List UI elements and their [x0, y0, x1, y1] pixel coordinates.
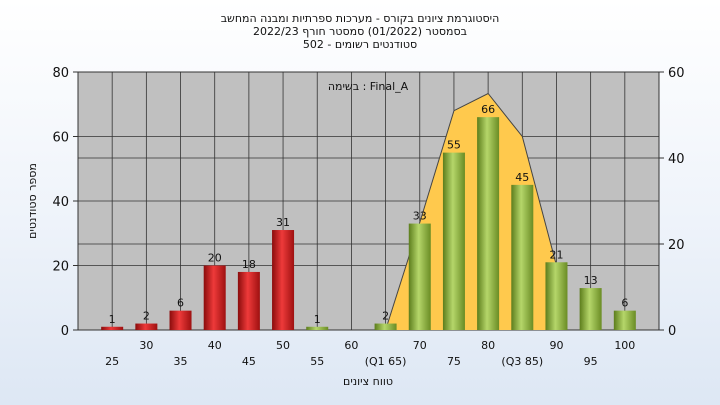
right-tick-label: 40 [668, 152, 685, 167]
x-axis-title: טווח ציונים [343, 375, 393, 388]
bar [408, 223, 431, 330]
title-line-1: היסטוגרמת ציונים בקורס - מערכות ספרתיות … [221, 12, 500, 25]
axes: 0 20 40 60 80 0 20 40 60 25 30 35 40 45 50 55 60 (Q1 65) 7… [52, 66, 684, 368]
value-label: 66 [481, 103, 495, 116]
x-tick-label: 70 [413, 339, 427, 352]
bar [306, 326, 329, 330]
x-tick-label: 90 [549, 339, 563, 352]
value-label: 13 [584, 274, 598, 287]
x-tick-label: 25 [105, 355, 119, 368]
value-label: 20 [208, 252, 222, 265]
bar [101, 326, 124, 330]
left-tick-label: 40 [52, 195, 69, 210]
left-tick-label: 80 [52, 66, 69, 81]
x-tick-label: 45 [242, 355, 256, 368]
left-tick-label: 20 [52, 260, 69, 275]
left-tick-label: 60 [52, 131, 69, 146]
x-tick-label: 100 [614, 339, 635, 352]
bar [203, 265, 226, 330]
chart-title: היסטוגרמת ציונים בקורס - מערכות ספרתיות … [221, 12, 500, 51]
annotation-text: בשימה : Final_A [328, 80, 409, 93]
right-tick-label: 60 [668, 66, 685, 81]
right-tick-label: 0 [668, 324, 676, 339]
x-tick-label: 40 [208, 339, 222, 352]
bar [272, 230, 295, 330]
bar [579, 288, 602, 330]
x-tick-label: (Q1 65) [365, 355, 407, 368]
bar [511, 184, 534, 330]
value-label: 55 [447, 139, 461, 152]
x-tick-label: 75 [447, 355, 461, 368]
value-label: 1 [109, 313, 116, 326]
x-tick-label: 30 [139, 339, 153, 352]
value-label: 31 [276, 216, 290, 229]
x-tick-label: (Q3 85) [501, 355, 543, 368]
bar [613, 310, 636, 330]
y-axis-title: מספר סטודנטים [26, 163, 39, 239]
x-tick-label: 95 [584, 355, 598, 368]
x-tick-label: 60 [344, 339, 358, 352]
bar [169, 310, 192, 330]
bar [135, 323, 158, 330]
x-tick-label: 80 [481, 339, 495, 352]
value-label: 18 [242, 258, 256, 271]
bar [545, 262, 568, 330]
title-line-2: בסמסטר (01/2022) סמסטר חורף 2022/23 [253, 25, 467, 38]
bar [477, 117, 500, 331]
value-label: 2 [382, 310, 389, 323]
value-label: 21 [549, 248, 563, 261]
bars [101, 117, 636, 331]
value-label: 6 [621, 297, 628, 310]
right-tick-label: 20 [668, 238, 685, 253]
value-label: 33 [413, 210, 427, 223]
x-tick-label: 35 [174, 355, 188, 368]
value-label: 2 [143, 310, 150, 323]
bar [237, 271, 260, 330]
bar [442, 152, 465, 330]
left-tick-label: 0 [61, 324, 69, 339]
value-label: 45 [515, 171, 529, 184]
bar [374, 323, 397, 330]
x-tick-label: 50 [276, 339, 290, 352]
x-tick-label: 55 [310, 355, 324, 368]
value-label: 6 [177, 297, 184, 310]
value-labels: 1 2 6 20 18 31 1 2 33 55 66 45 21 13 6 [109, 103, 629, 326]
title-line-3: סטודנטים רשומים - 502 [303, 38, 417, 51]
value-label: 1 [314, 313, 321, 326]
